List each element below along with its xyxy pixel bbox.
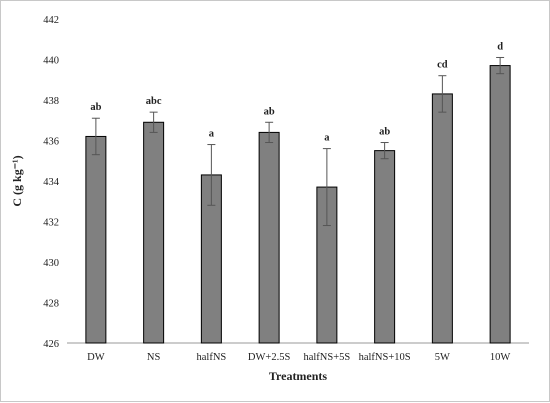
significance-letter: ab (264, 106, 275, 117)
y-tick-label: 426 (43, 339, 59, 350)
significance-letter: ab (90, 102, 101, 113)
bar (85, 135, 107, 344)
error-bar (265, 121, 274, 144)
x-tick-label: 5W (435, 352, 450, 363)
y-axis-title: C (g kg⁻¹) (10, 155, 24, 206)
y-tick-label: 438 (43, 96, 59, 107)
significance-letter: a (209, 129, 215, 140)
bar (143, 121, 165, 344)
error-bar (322, 148, 331, 227)
x-tick-label: DW+2.5S (248, 352, 291, 363)
y-tick-label: 436 (43, 137, 59, 148)
x-tick-label: halfNS+5S (303, 352, 350, 363)
bar (258, 131, 280, 344)
y-tick-label: 434 (43, 177, 60, 188)
error-bar (91, 117, 100, 156)
significance-letter: cd (437, 60, 448, 71)
bar (431, 93, 453, 344)
y-tick-label: 430 (43, 258, 59, 269)
significance-letter: a (324, 133, 330, 144)
x-tick-label: halfNS+10S (359, 352, 411, 363)
x-tick-label: halfNS (197, 352, 227, 363)
bar (489, 65, 511, 344)
significance-letter: abc (146, 96, 162, 107)
error-bar (438, 75, 447, 113)
x-tick-label: DW (87, 352, 105, 363)
error-bar (149, 111, 158, 133)
significance-letter: d (497, 41, 503, 52)
y-tick-label: 442 (43, 15, 59, 26)
error-bar (207, 144, 216, 206)
y-tick-label: 440 (43, 56, 59, 67)
y-tick-label: 428 (43, 299, 59, 310)
x-tick-label: NS (147, 352, 161, 363)
x-axis-title: Treatments (269, 369, 328, 383)
y-tick-label: 432 (43, 218, 59, 229)
error-bar (380, 142, 389, 160)
x-tick-label: 10W (490, 352, 511, 363)
error-bar (496, 56, 505, 75)
significance-letter: ab (379, 127, 390, 138)
bar (374, 150, 396, 344)
